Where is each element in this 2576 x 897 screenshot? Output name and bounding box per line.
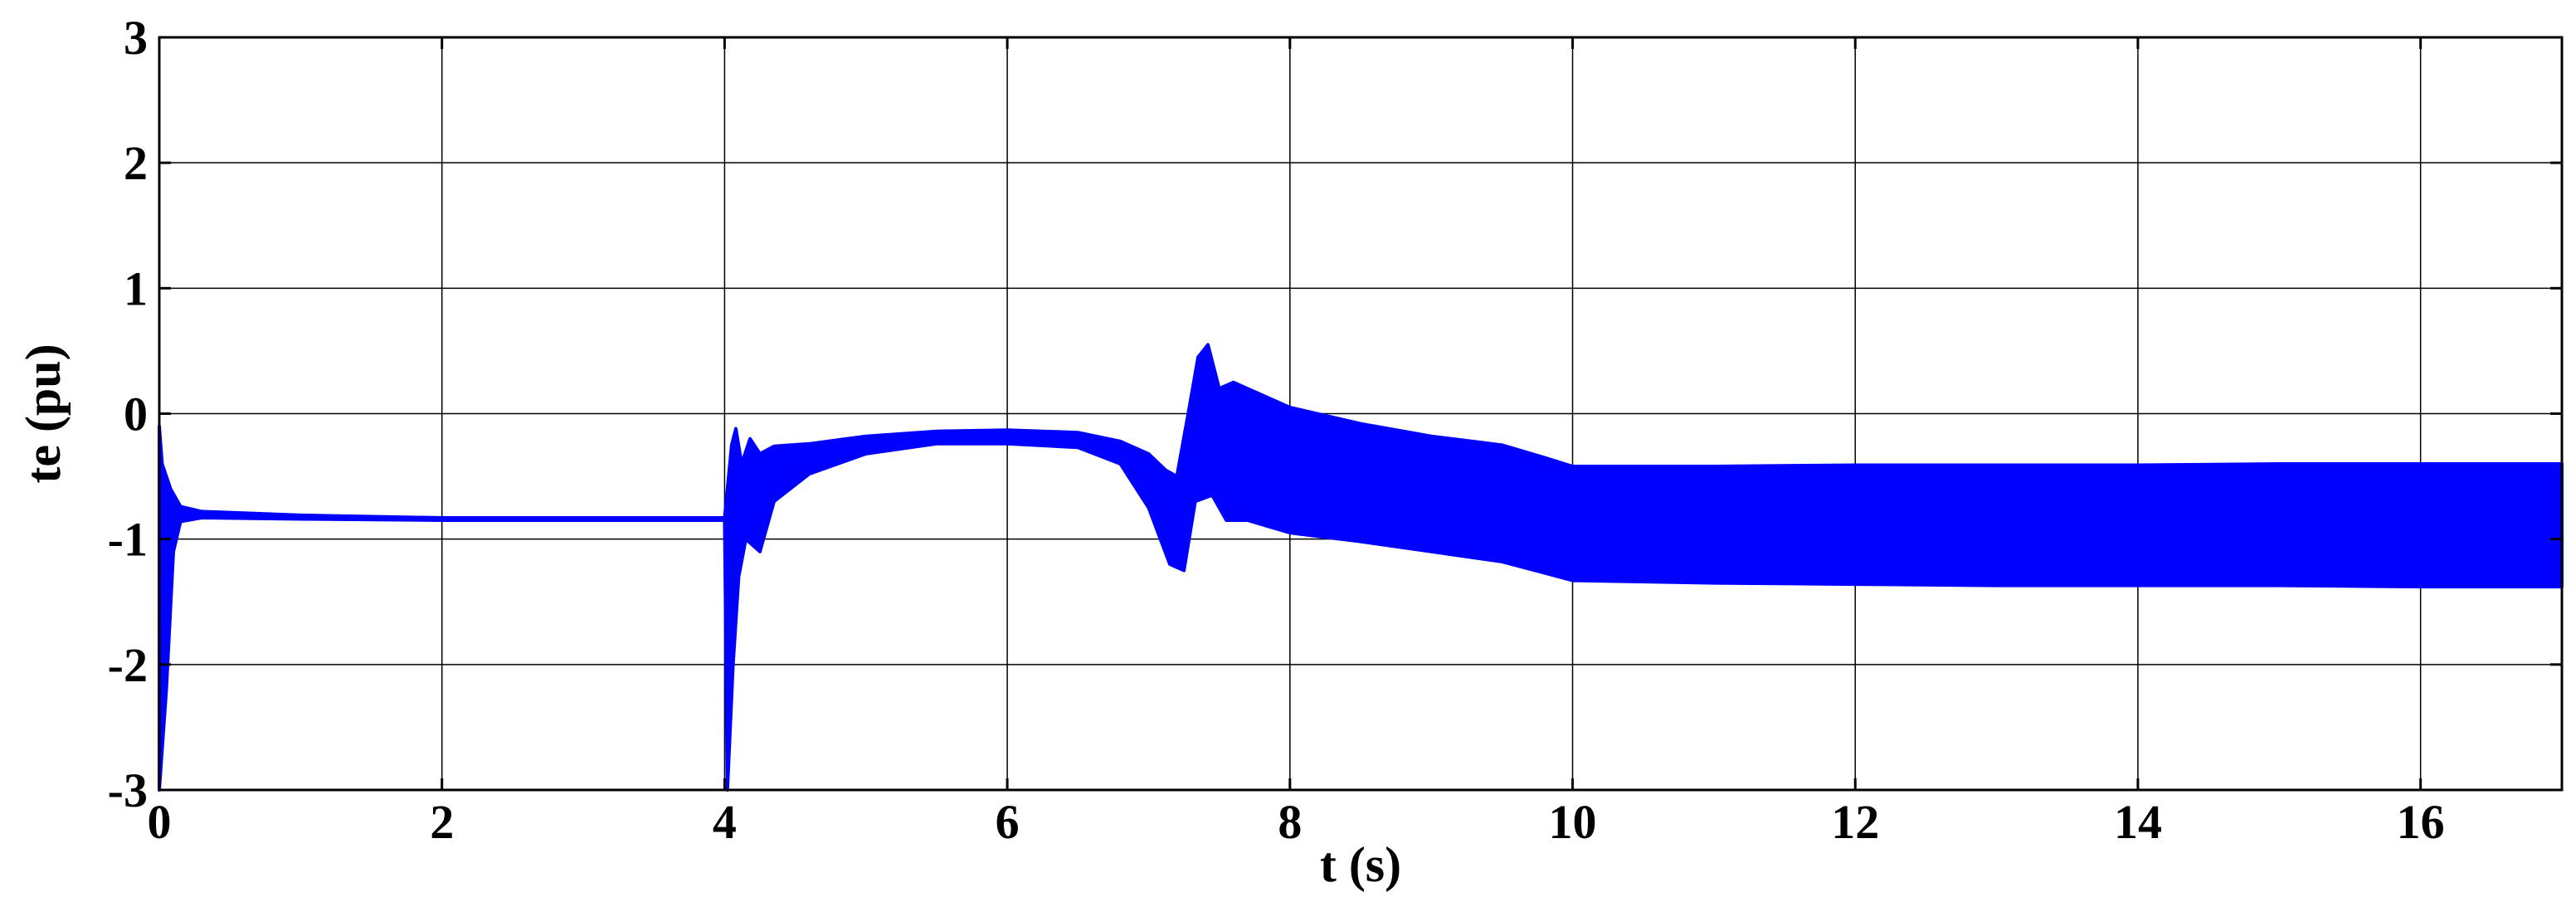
y-axis-label: te (pu) [16,344,71,483]
y-tick-label: -1 [108,513,148,567]
y-tick-labels: -3 -2 -1 0 1 2 3 [108,11,148,817]
x-tick-label: 14 [2114,795,2162,849]
x-tick-label: 0 [148,795,172,849]
x-tick-label: 8 [1278,795,1302,849]
y-tick-label: 0 [124,388,148,441]
x-tick-label: 10 [1549,795,1597,849]
x-tick-label: 6 [996,795,1020,849]
y-tick-label: 1 [124,261,148,315]
x-tick-label: 12 [1831,795,1879,849]
series-layer [158,343,2564,792]
y-tick-label: -2 [108,638,148,692]
y-tick-label: 3 [124,11,148,65]
x-tick-label: 16 [2397,795,2445,849]
y-tick-label: 2 [124,136,148,190]
x-axis-label: t (s) [1320,837,1401,892]
y-tick-label: -3 [108,763,148,817]
ticks [158,36,2562,792]
x-tick-label: 2 [430,795,454,849]
x-tick-labels: 0 2 4 6 8 10 12 14 16 [148,795,2445,849]
series-1-envelope [158,343,2564,792]
x-tick-label: 4 [713,795,737,849]
